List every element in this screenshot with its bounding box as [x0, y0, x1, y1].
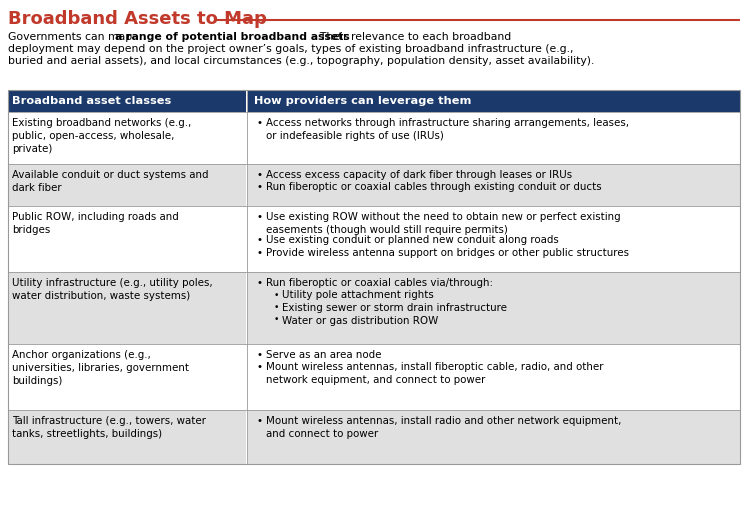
- Bar: [248, 90, 740, 112]
- Text: a range of potential broadband assets: a range of potential broadband assets: [115, 32, 350, 42]
- Text: •: •: [256, 278, 262, 288]
- Text: •: •: [256, 212, 262, 222]
- Text: Public ROW, including roads and
bridges: Public ROW, including roads and bridges: [12, 212, 179, 235]
- Text: Utility pole attachment rights: Utility pole attachment rights: [282, 291, 434, 301]
- Text: Broadband asset classes: Broadband asset classes: [12, 96, 171, 106]
- Text: Anchor organizations (e.g.,
universities, libraries, government
buildings): Anchor organizations (e.g., universities…: [12, 350, 189, 386]
- Bar: [248, 206, 740, 272]
- Text: buried and aerial assets), and local circumstances (e.g., topography, population: buried and aerial assets), and local cir…: [8, 56, 595, 66]
- Bar: [8, 344, 246, 410]
- Bar: [248, 272, 740, 344]
- Bar: [8, 164, 246, 206]
- Text: •: •: [256, 183, 262, 193]
- Bar: [8, 272, 246, 344]
- Text: Governments can map: Governments can map: [8, 32, 135, 42]
- Bar: [248, 164, 740, 206]
- Text: •: •: [274, 303, 279, 312]
- Text: Use existing conduit or planned new conduit along roads: Use existing conduit or planned new cond…: [266, 235, 559, 245]
- Bar: [8, 90, 246, 112]
- Text: Mount wireless antennas, install radio and other network equipment,
and connect : Mount wireless antennas, install radio a…: [266, 416, 622, 439]
- Bar: [248, 112, 740, 164]
- Text: Run fiberoptic or coaxial cables via/through:: Run fiberoptic or coaxial cables via/thr…: [266, 278, 493, 288]
- Text: •: •: [256, 235, 262, 245]
- Text: •: •: [274, 315, 279, 324]
- Bar: [8, 206, 246, 272]
- Text: Access excess capacity of dark fiber through leases or IRUs: Access excess capacity of dark fiber thr…: [266, 170, 572, 180]
- Text: Access networks through infrastructure sharing arrangements, leases,
or indefeas: Access networks through infrastructure s…: [266, 118, 629, 140]
- Text: Utility infrastructure (e.g., utility poles,
water distribution, waste systems): Utility infrastructure (e.g., utility po…: [12, 278, 212, 301]
- Text: Mount wireless antennas, install fiberoptic cable, radio, and other
network equi: Mount wireless antennas, install fiberop…: [266, 363, 604, 385]
- Text: Existing sewer or storm drain infrastructure: Existing sewer or storm drain infrastruc…: [282, 303, 507, 313]
- Text: •: •: [256, 118, 262, 128]
- Bar: [8, 90, 740, 464]
- Text: How providers can leverage them: How providers can leverage them: [254, 96, 471, 106]
- Bar: [8, 112, 246, 164]
- Bar: [8, 410, 246, 464]
- Text: •: •: [256, 350, 262, 360]
- Text: •: •: [256, 416, 262, 426]
- Text: deployment may depend on the project owner’s goals, types of existing broadband : deployment may depend on the project own…: [8, 44, 574, 54]
- Text: •: •: [256, 363, 262, 373]
- Bar: [248, 410, 740, 464]
- Text: •: •: [256, 247, 262, 258]
- Text: Tall infrastructure (e.g., towers, water
tanks, streetlights, buildings): Tall infrastructure (e.g., towers, water…: [12, 416, 206, 439]
- Text: Provide wireless antenna support on bridges or other public structures: Provide wireless antenna support on brid…: [266, 247, 629, 258]
- Text: Serve as an area node: Serve as an area node: [266, 350, 381, 360]
- Text: Run fiberoptic or coaxial cables through existing conduit or ducts: Run fiberoptic or coaxial cables through…: [266, 183, 601, 193]
- Text: Water or gas distribution ROW: Water or gas distribution ROW: [282, 315, 438, 325]
- Text: Use existing ROW without the need to obtain new or perfect existing
easements (t: Use existing ROW without the need to obt…: [266, 212, 621, 235]
- Bar: [248, 344, 740, 410]
- Text: •: •: [274, 291, 279, 300]
- Text: Broadband Assets to Map: Broadband Assets to Map: [8, 10, 267, 28]
- Text: . Their relevance to each broadband: . Their relevance to each broadband: [313, 32, 511, 42]
- Text: Available conduit or duct systems and
dark fiber: Available conduit or duct systems and da…: [12, 170, 209, 193]
- Text: Existing broadband networks (e.g.,
public, open-access, wholesale,
private): Existing broadband networks (e.g., publi…: [12, 118, 191, 154]
- Text: •: •: [256, 170, 262, 180]
